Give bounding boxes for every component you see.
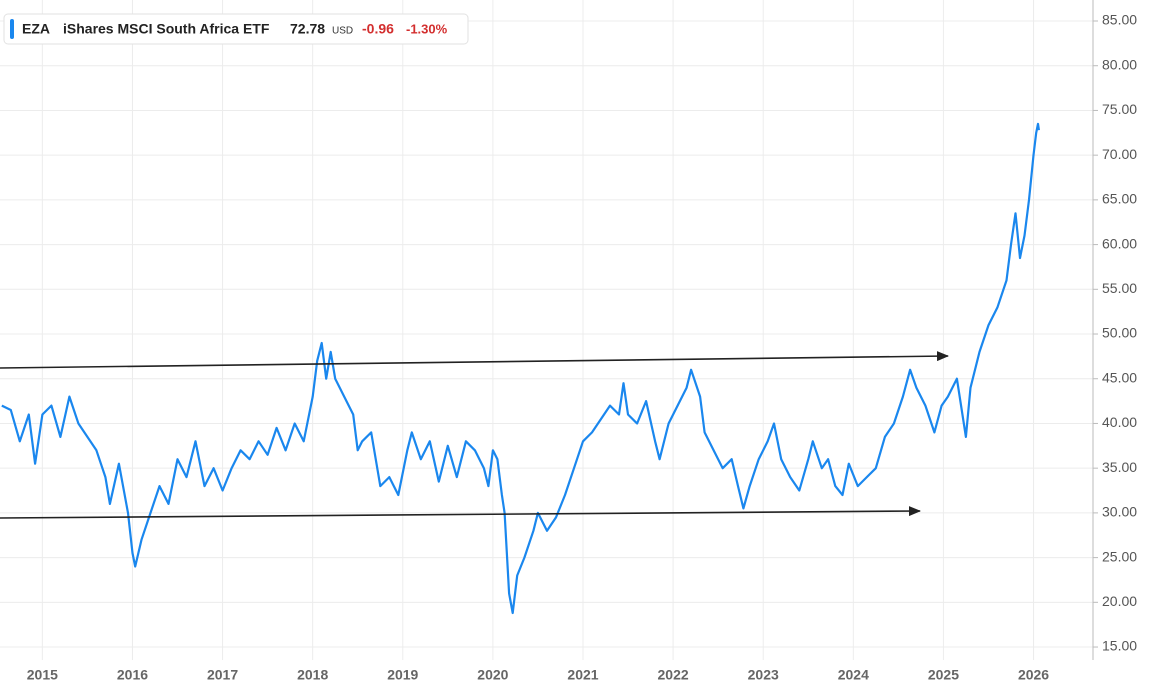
legend-change-pct: -1.30% bbox=[406, 21, 448, 36]
x-tick-label: 2023 bbox=[748, 667, 779, 683]
x-tick-label: 2016 bbox=[117, 667, 148, 683]
y-tick-label: 80.00 bbox=[1102, 56, 1137, 72]
x-tick-label: 2021 bbox=[567, 667, 598, 683]
grid bbox=[0, 0, 1093, 660]
y-tick-label: 35.00 bbox=[1102, 459, 1137, 475]
x-tick-label: 2015 bbox=[27, 667, 58, 683]
legend-swatch bbox=[10, 19, 14, 39]
legend-currency: USD bbox=[332, 26, 353, 37]
y-tick-label: 75.00 bbox=[1102, 101, 1137, 117]
y-tick-label: 60.00 bbox=[1102, 235, 1137, 251]
y-tick-label: 15.00 bbox=[1102, 638, 1137, 654]
legend-last: 72.78 bbox=[290, 21, 325, 37]
y-tick-label: 55.00 bbox=[1102, 280, 1137, 296]
y-tick-label: 25.00 bbox=[1102, 548, 1137, 564]
y-tick-label: 45.00 bbox=[1102, 369, 1137, 385]
y-tick-label: 30.00 bbox=[1102, 504, 1137, 520]
y-tick-label: 65.00 bbox=[1102, 191, 1137, 207]
y-tick-label: 50.00 bbox=[1102, 325, 1137, 341]
x-tick-label: 2026 bbox=[1018, 667, 1049, 683]
legend-box bbox=[3, 13, 469, 45]
x-tick-label: 2017 bbox=[207, 667, 238, 683]
y-tick-label: 85.00 bbox=[1102, 12, 1137, 28]
x-tick-label: 2019 bbox=[387, 667, 418, 683]
legend-symbol: EZA bbox=[22, 21, 50, 37]
legend-change: -0.96 bbox=[362, 21, 394, 37]
y-tick-label: 40.00 bbox=[1102, 414, 1137, 430]
y-tick-label: 70.00 bbox=[1102, 146, 1137, 162]
price-line bbox=[1, 122, 1040, 615]
x-tick-label: 2020 bbox=[477, 667, 508, 683]
x-tick-label: 2022 bbox=[658, 667, 689, 683]
plot bbox=[1, 122, 1040, 615]
x-tick-label: 2018 bbox=[297, 667, 328, 683]
legend: EZA iShares MSCI South Africa ETF 72.78 … bbox=[3, 13, 469, 45]
x-tick-label: 2025 bbox=[928, 667, 959, 683]
trend-arrow bbox=[0, 506, 921, 519]
legend-name: iShares MSCI South Africa ETF bbox=[63, 21, 270, 37]
x-tick-label: 2024 bbox=[838, 667, 869, 683]
y-tick-label: 20.00 bbox=[1102, 593, 1137, 609]
trend-arrow bbox=[0, 351, 949, 369]
